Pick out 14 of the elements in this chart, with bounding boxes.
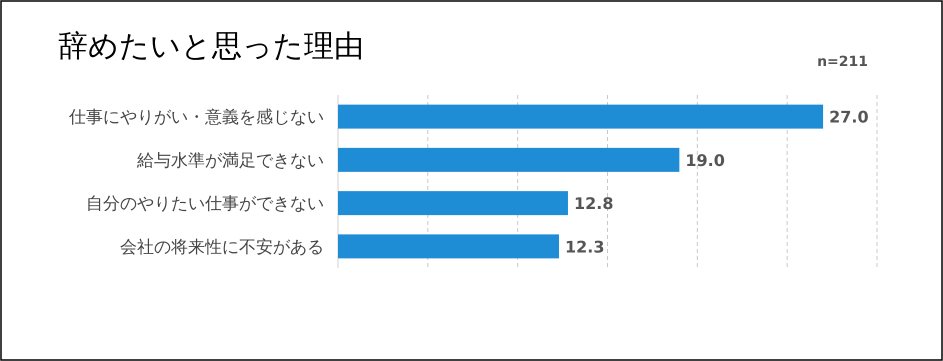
data-label: 12.8	[574, 194, 614, 214]
data-label: 12.3	[564, 237, 604, 256]
data-label: 27.0	[829, 108, 869, 127]
text: n=211	[817, 54, 868, 70]
bar	[338, 234, 559, 258]
y-tick-label: 仕事にやりがい・意義を感じない	[68, 108, 324, 128]
y-tick-label: 会社の将来性に不安がある	[120, 237, 324, 258]
data-label: 19.0	[685, 150, 725, 170]
bar	[338, 191, 568, 216]
y-tick-label: 自分のやりたい仕事ができない	[86, 194, 324, 214]
chart-title: 辞めたいと思った理由	[58, 29, 364, 64]
bar	[338, 148, 680, 172]
y-tick-label: 給与水準が満足できない	[136, 150, 324, 171]
bar	[338, 104, 824, 129]
